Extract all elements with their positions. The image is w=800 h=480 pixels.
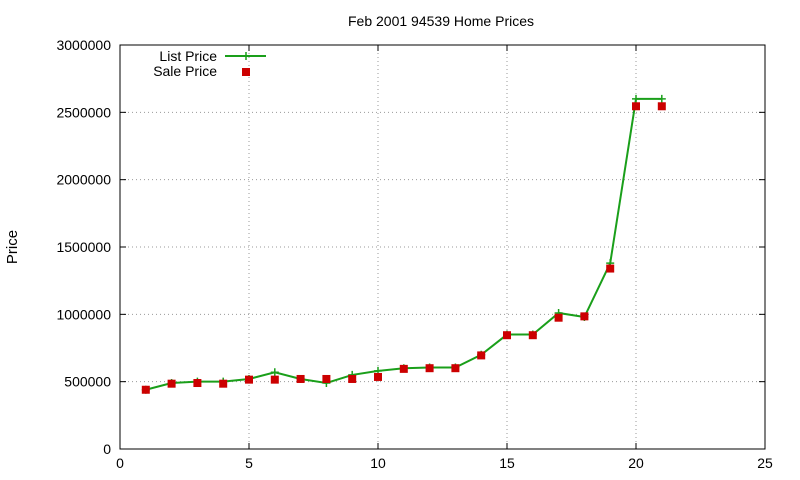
- sale-price-point: [425, 364, 434, 373]
- x-tick-label: 15: [499, 455, 515, 471]
- x-tick-label: 20: [628, 455, 644, 471]
- sale-price-point: [528, 331, 537, 340]
- list-price-point: [270, 368, 279, 377]
- sale-price-point: [348, 374, 357, 383]
- grid: [120, 45, 765, 449]
- y-axis: 0 500000 1000000 1500000 2000000 2500000 30000…: [56, 37, 765, 457]
- sale-price-point: [245, 375, 253, 384]
- sale-price-point: [632, 102, 640, 111]
- sale-price-point: [193, 379, 202, 388]
- sale-price-point: [296, 374, 305, 383]
- sale-price-point: [451, 364, 460, 373]
- sale-price-point: [580, 312, 589, 321]
- y-tick-label: 3000000: [56, 37, 111, 53]
- series-list-price: [141, 94, 666, 394]
- x-axis: 0 5 10 15 20 25: [116, 45, 773, 471]
- sale-price-point: [399, 364, 408, 373]
- sale-price-point: [503, 331, 511, 340]
- y-tick-label: 0: [103, 441, 111, 457]
- y-tick-label: 1000000: [56, 306, 111, 322]
- sale-price-point: [374, 372, 382, 381]
- series-sale-price: [141, 102, 666, 394]
- x-tick-label: 25: [757, 455, 773, 471]
- sale-price-point: [657, 102, 666, 111]
- legend-marker-sale-price: [242, 68, 250, 76]
- sale-price-point: [322, 374, 331, 383]
- legend-swatches: [225, 52, 266, 76]
- y-tick-label: 500000: [64, 374, 111, 390]
- sale-price-point: [477, 351, 486, 360]
- list-price-point: [657, 94, 666, 103]
- sale-price-point: [167, 379, 176, 388]
- list-price-line: [145, 97, 662, 391]
- x-tick-label: 0: [116, 455, 124, 471]
- sale-price-point: [606, 264, 615, 273]
- sale-price-point: [219, 379, 228, 388]
- legend: List Price Sale Price: [153, 48, 266, 79]
- legend-label-list-price: List Price: [159, 48, 217, 64]
- list-price-point: [632, 94, 640, 103]
- chart-title: Feb 2001 94539 Home Prices: [348, 13, 534, 29]
- legend-marker-list-price: [242, 52, 250, 60]
- sale-price-point: [554, 313, 563, 322]
- y-tick-label: 2000000: [56, 172, 111, 188]
- sale-price-point: [141, 385, 150, 394]
- x-tick-label: 5: [245, 455, 253, 471]
- y-tick-label: 1500000: [56, 239, 111, 255]
- legend-label-sale-price: Sale Price: [153, 63, 217, 79]
- y-tick-label: 2500000: [56, 104, 111, 120]
- sale-price-point: [270, 375, 279, 384]
- y-axis-label: Price: [4, 230, 21, 264]
- x-tick-label: 10: [370, 455, 386, 471]
